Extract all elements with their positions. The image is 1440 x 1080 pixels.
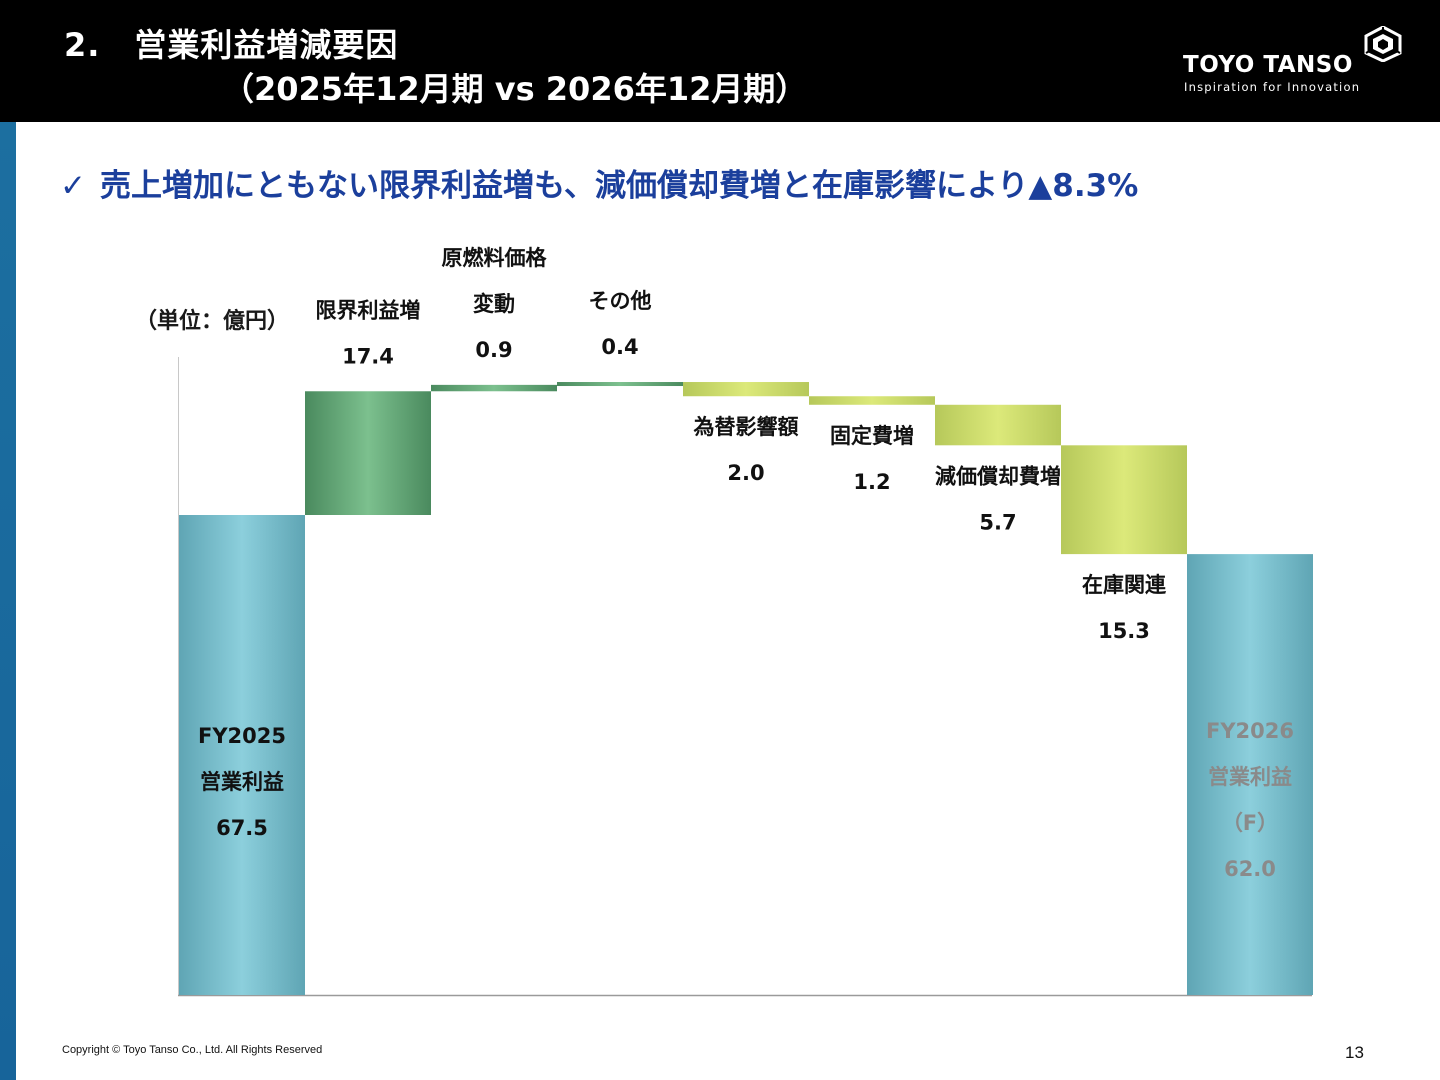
bar-category-label: 減価償却費増 [935,464,1061,488]
logo-tagline: Inspiration for Innovation [1184,80,1361,94]
bar-category-label: FY2025 [198,724,286,748]
subtitle-text: 売上増加にともない限界利益増も、減価償却費増と在庫影響により▲8.3% [99,168,1139,204]
title-number: 2. [64,26,101,64]
footer-copyright: Copyright © Toyo Tanso Co., Ltd. All Rig… [62,1044,323,1056]
bar-value-label: 17.4 [342,344,394,368]
check-icon: ✓ [60,168,86,204]
logo-name: TOYO TANSO [1183,52,1353,78]
bar-value-label: 0.9 [475,338,512,362]
side-accent-bar [0,122,16,1080]
title-text: 営業利益増減要因 [134,26,399,64]
bar-increase-3 [431,384,557,392]
bar-value-label: 1.2 [853,470,890,494]
page-number: 13 [1345,1043,1364,1062]
bar-total-1 [179,515,305,995]
bar-value-label: 15.3 [1098,619,1150,643]
bar-value-label: 67.5 [216,816,268,840]
slide-title: 2. 営業利益増減要因 [64,20,398,66]
bar-category-label: 固定費増 [830,424,914,448]
hexagon-logo-icon [1364,26,1402,62]
slide-header: 2. 営業利益増減要因 （2025年12月期 vs 2026年12月期） TOYO… [0,0,1440,122]
bar-decrease-5 [683,382,809,397]
bar-category-label: 変動 [473,292,515,316]
bar-category-label: 営業利益 [1208,765,1292,789]
bar-category-label: 為替影響額 [694,415,799,439]
bar-value-label: 0.4 [601,335,638,359]
bar-category-label: 在庫関連 [1082,573,1167,597]
bar-category-label: 営業利益 [200,770,284,794]
chart-unit-label: （単位：億円） [135,309,290,334]
bar-category-label: 原燃料価格 [442,246,548,270]
bar-increase-2 [305,391,431,515]
bar-value-label: 2.0 [727,461,764,485]
bar-category-label: （F） [1222,811,1278,835]
bar-category-label: その他 [589,289,652,313]
bar-value-label: 62.0 [1224,857,1276,881]
title-period: （2025年12月期 vs 2026年12月期） [222,70,808,108]
bar-decrease-7 [935,404,1061,446]
bar-value-label: 5.7 [979,510,1016,534]
bar-total-9 [1187,554,1313,995]
bar-decrease-8 [1061,445,1187,555]
slide-subtitle: ✓ 売上増加にともない限界利益増も、減価償却費増と在庫影響により▲8.3% [60,160,1138,205]
bar-increase-4 [557,382,683,387]
bar-decrease-6 [809,396,935,405]
bar-category-label: FY2026 [1206,719,1294,743]
bar-category-label: 限界利益増 [316,298,421,322]
